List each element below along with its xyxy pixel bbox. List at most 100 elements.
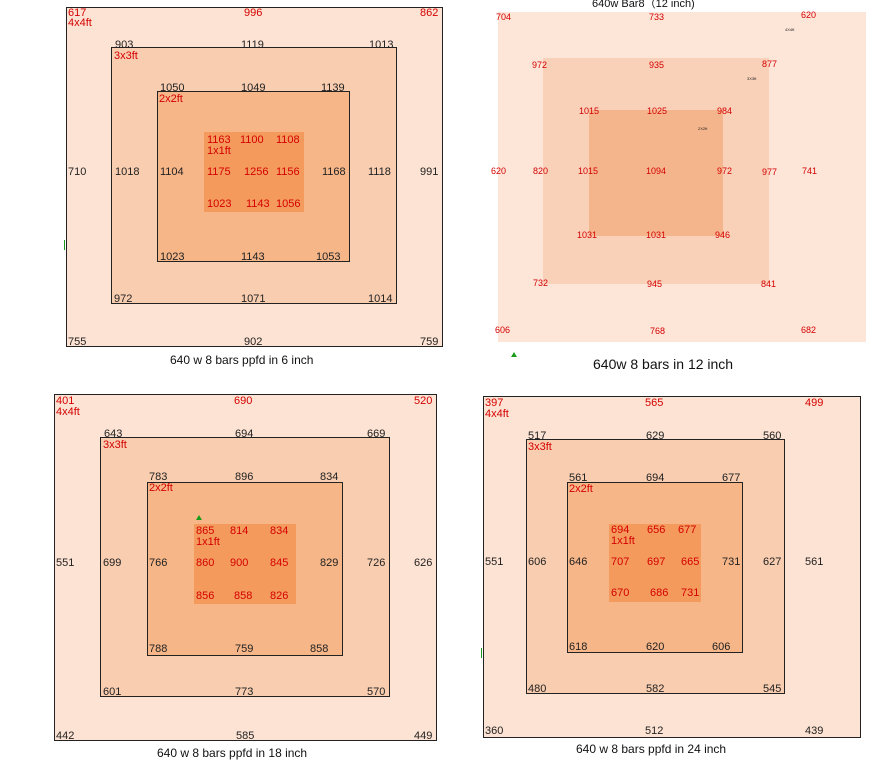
- reading: 670: [611, 587, 630, 599]
- reading: 665: [681, 556, 700, 568]
- reading: 551: [485, 556, 504, 568]
- reading: 397: [485, 397, 504, 409]
- reading: 601: [103, 686, 122, 698]
- reading: 726: [367, 557, 386, 569]
- zone-1x1: [204, 132, 304, 212]
- reading: 1143: [246, 198, 270, 210]
- zone-label-2x2: 2x2ft: [149, 482, 173, 494]
- reading: 561: [569, 472, 588, 484]
- reading: 585: [236, 730, 255, 742]
- reading: 935: [649, 60, 665, 70]
- reading: 512: [645, 725, 664, 737]
- reading: 626: [414, 557, 433, 569]
- reading: 1168: [322, 166, 346, 178]
- reading: 773: [235, 686, 254, 698]
- ppfd-map-18-inch: 401 4x4ft 690 520 551 626 442 585 449 64…: [0, 380, 450, 770]
- reading: 617: [68, 7, 87, 19]
- reading: 694: [235, 428, 254, 440]
- zone-label-4x4: 4x4ft: [485, 408, 509, 420]
- reading: 856: [196, 590, 215, 602]
- reading: 442: [56, 730, 75, 742]
- zone-label-4x4: 4x4ft: [68, 17, 92, 29]
- reading: 733: [649, 12, 665, 22]
- reading: 741: [802, 166, 818, 176]
- reading: 682: [801, 325, 817, 335]
- green-marker: [64, 240, 65, 250]
- reading: 627: [763, 556, 782, 568]
- reading: 606: [495, 325, 511, 335]
- chart-title: 640w Bar8（12 inch): [592, 0, 695, 10]
- reading: 401: [56, 395, 75, 407]
- reading: 1119: [241, 39, 264, 51]
- reading: 1049: [241, 82, 266, 94]
- reading: 834: [320, 471, 339, 483]
- reading: 768: [650, 326, 666, 336]
- zone-label-4x4: 4x4ft: [56, 406, 80, 418]
- zone-2x2: [589, 110, 723, 236]
- reading: 694: [646, 472, 665, 484]
- zone-label-3x3: 3x3ft: [114, 50, 138, 62]
- reading: 710: [68, 166, 87, 178]
- reading: 860: [196, 557, 215, 569]
- reading: 972: [114, 293, 133, 305]
- reading: 520: [414, 395, 433, 407]
- reading: 1013: [369, 39, 394, 51]
- zone-1x1: [609, 524, 701, 602]
- reading: 677: [722, 472, 741, 484]
- reading: 1015: [578, 166, 599, 176]
- reading: 865: [196, 525, 215, 537]
- reading: 677: [678, 524, 697, 536]
- tiny-label: 2X2ft: [698, 126, 708, 131]
- reading: 1163: [207, 134, 231, 146]
- reading: 826: [270, 590, 289, 602]
- reading: 360: [485, 725, 504, 737]
- reading: 1256: [244, 166, 269, 178]
- reading: 1100: [240, 134, 264, 146]
- reading: 759: [420, 336, 439, 348]
- reading: 656: [647, 524, 666, 536]
- reading: 755: [68, 336, 87, 348]
- reading: 686: [650, 587, 669, 599]
- ppfd-map-12-inch: 640w Bar8（12 inch) 704 733 620 4X4ft 620…: [450, 0, 884, 380]
- reading: 834: [270, 525, 289, 537]
- reading: 1053: [316, 251, 341, 263]
- reading: 766: [149, 557, 168, 569]
- caption: 640 w 8 bars ppfd in 24 inch: [576, 742, 727, 756]
- reading: 1175: [207, 166, 231, 178]
- caption: 640w 8 bars in 12 inch: [593, 356, 734, 372]
- reading: 972: [532, 60, 548, 70]
- reading: 903: [115, 39, 134, 51]
- reading: 618: [569, 641, 588, 653]
- reading: 858: [234, 590, 253, 602]
- reading: 646: [569, 556, 588, 568]
- reading: 699: [103, 557, 122, 569]
- reading: 1071: [241, 293, 266, 305]
- reading: 945: [647, 279, 663, 289]
- reading: 1014: [368, 293, 393, 305]
- reading: 977: [762, 167, 778, 177]
- reading: 620: [801, 10, 817, 20]
- reading: 858: [310, 643, 329, 655]
- reading: 582: [646, 683, 665, 695]
- reading: 759: [235, 643, 254, 655]
- reading: 783: [149, 471, 168, 483]
- reading: 690: [234, 395, 253, 407]
- green-marker: [481, 648, 482, 658]
- reading: 551: [56, 557, 75, 569]
- reading: 1018: [115, 166, 140, 178]
- reading: 1023: [160, 251, 185, 263]
- green-marker: [196, 515, 202, 520]
- reading: 1108: [276, 134, 300, 146]
- reading: 1156: [276, 166, 300, 178]
- reading: 1025: [647, 106, 668, 116]
- caption: 640 w 8 bars ppfd in 18 inch: [157, 746, 308, 760]
- reading: 1139: [321, 82, 345, 94]
- reading: 1031: [646, 230, 667, 240]
- reading: 499: [805, 397, 824, 409]
- reading: 1056: [276, 198, 301, 210]
- reading: 1050: [160, 82, 185, 94]
- reading: 972: [717, 166, 733, 176]
- reading: 629: [646, 430, 665, 442]
- zone-1x1: [194, 524, 296, 604]
- reading: 946: [715, 230, 731, 240]
